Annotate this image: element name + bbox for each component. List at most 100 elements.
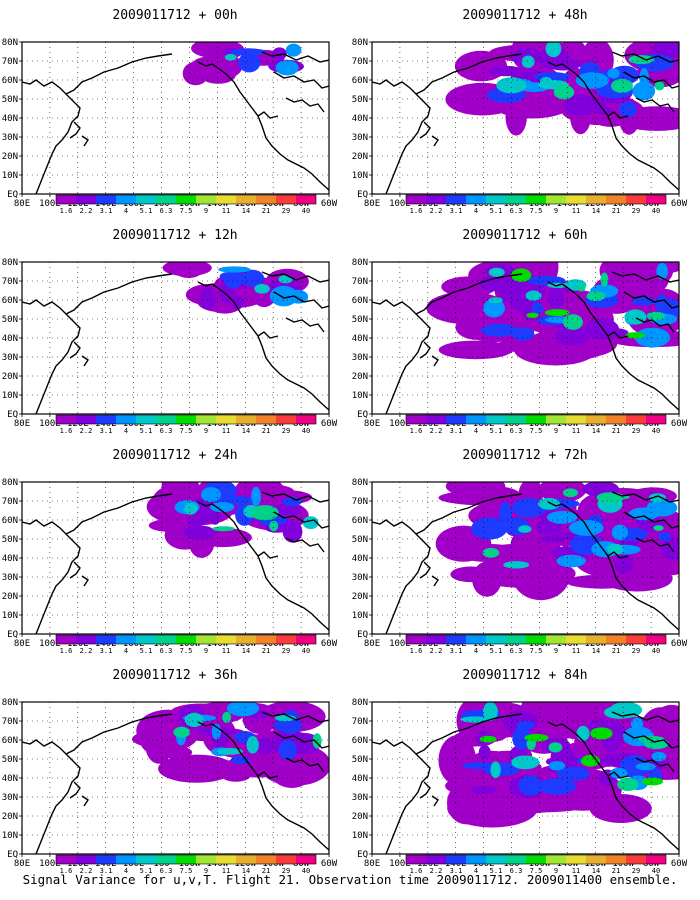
colorbar-label: 11: [222, 427, 230, 435]
variance-region-level-3: [635, 762, 656, 771]
lat-label: EQ: [7, 190, 18, 200]
lat-label: 40N: [2, 554, 18, 564]
variance-region-level-4: [482, 702, 498, 721]
coastline: [65, 53, 173, 95]
variance-region-level-5: [553, 85, 575, 100]
variance-region-level-3: [226, 702, 260, 717]
colorbar-swatch: [566, 415, 586, 424]
coastline: [69, 781, 81, 799]
colorbar-swatch: [486, 635, 506, 644]
variance-region-level-5: [600, 272, 609, 287]
variance-region-level-4: [576, 725, 590, 742]
colorbar-swatch: [586, 415, 606, 424]
colorbar-swatch: [546, 635, 566, 644]
colorbar-frame: [55, 194, 317, 205]
variance-region-level-5: [628, 55, 655, 65]
coastlines: [372, 51, 679, 194]
lat-label: 50N: [2, 535, 18, 545]
variance-region-level-4: [607, 543, 624, 555]
colorbar-label: 6.3: [160, 207, 173, 215]
variance-region-level-3: [275, 60, 299, 76]
lat-label: 50N: [352, 315, 368, 325]
colorbar-swatch: [56, 855, 76, 864]
map-panel: 2009011712 + 72h 80N 70N 60N 50N 40N 30N 20N 10N…: [350, 448, 700, 676]
variance-region: [445, 482, 506, 497]
colorbar-swatch: [646, 195, 666, 204]
colorbar-swatch: [76, 195, 96, 204]
colorbar-label: 3.1: [450, 427, 463, 435]
lat-label: 20N: [352, 372, 368, 382]
colorbar-label: 11: [572, 647, 580, 655]
lat-label: 80N: [352, 478, 368, 488]
map-plot: 80N70N60N50N40N30N20N10NEQ80E100E120E140…: [2, 698, 338, 869]
coastline: [285, 757, 325, 773]
variance-region-level-3: [656, 262, 668, 280]
lat-label: 10N: [2, 391, 18, 401]
variance-region-level-3: [251, 486, 261, 507]
colorbar-label: 4: [124, 207, 128, 215]
colorbar-label: 3.1: [450, 867, 463, 875]
coastline: [635, 97, 675, 113]
variance-region-level-3: [556, 554, 586, 568]
colorbar: 1.6 2.2 3.1 4 5.1 6.3 7.5 9 11 14 21 29 40: [55, 854, 317, 875]
colorbar-label: 3.1: [100, 427, 113, 435]
lat-label: 40N: [2, 334, 18, 344]
lat-label: 40N: [352, 774, 368, 784]
colorbar-swatch: [76, 635, 96, 644]
variance-region-level-2: [531, 302, 544, 315]
colorbar-swatch: [276, 855, 296, 864]
coastline: [69, 121, 81, 139]
coastline: [635, 757, 675, 773]
colorbar-swatch: [176, 635, 196, 644]
map-plot: 80N70N60N50N40N30N20N10NEQ80E100E120E140…: [2, 258, 338, 429]
colorbar-label: 1.6: [60, 867, 73, 875]
lat-label: 70N: [352, 717, 368, 727]
colorbar-label: 29: [632, 647, 640, 655]
variance-region-level-3: [209, 501, 235, 513]
coastline: [217, 287, 329, 411]
lat-label: 10N: [2, 171, 18, 181]
lat-label: 50N: [352, 755, 368, 765]
colorbar-swatch: [446, 415, 466, 424]
colorbar-swatch: [586, 635, 606, 644]
lon-label: 60W: [321, 639, 338, 649]
panel-title: 2009011712 + 60h: [462, 228, 588, 243]
colorbar-swatch: [56, 415, 76, 424]
variance-region-level-2: [658, 532, 671, 542]
colorbar-swatch: [196, 195, 216, 204]
colorbar-swatch: [426, 195, 446, 204]
variance-region-level-1: [230, 295, 245, 309]
variance-region-level-5: [654, 81, 665, 91]
colorbar-swatch: [236, 855, 256, 864]
coastline: [81, 575, 89, 587]
panel-title: 2009011712 + 24h: [112, 448, 238, 463]
variance-region-level-4: [521, 55, 535, 68]
variance-region-level-6: [545, 309, 570, 317]
lat-label: EQ: [7, 410, 18, 420]
lat-label: 70N: [2, 497, 18, 507]
variance-region-level-6: [590, 727, 613, 740]
coastline: [415, 493, 523, 535]
lat-label: 40N: [352, 554, 368, 564]
variance-region-level-4: [540, 77, 553, 86]
coastline: [69, 341, 81, 359]
colorbar-label: 14: [592, 427, 600, 435]
lat-label: 60N: [352, 76, 368, 86]
colorbar-label: 11: [222, 867, 230, 875]
colorbar: 1.6 2.2 3.1 4 5.1 6.3 7.5 9 11 14 21 29 40: [405, 854, 667, 875]
colorbar-swatch: [216, 635, 236, 644]
map-grid: [22, 482, 329, 634]
map-plot: 80N70N60N50N40N30N20N10NEQ80E100E120E140…: [352, 698, 688, 869]
colorbar-label: 4: [124, 867, 128, 875]
colorbar: 1.6 2.2 3.1 4 5.1 6.3 7.5 9 11 14 21 29 40: [55, 414, 317, 435]
colorbar-swatch: [406, 855, 426, 864]
colorbar-label: 4: [124, 647, 128, 655]
colorbar-label: 4: [124, 427, 128, 435]
colorbar-label: 3.1: [100, 867, 113, 875]
variance-region: [175, 265, 202, 278]
coastlines: [372, 271, 679, 414]
colorbar-label: 3.1: [100, 647, 113, 655]
colorbar-swatch: [256, 635, 276, 644]
variance-region-level-3: [609, 767, 628, 779]
colorbar: 1.6 2.2 3.1 4 5.1 6.3 7.5 9 11 14 21 29 40: [55, 194, 317, 215]
